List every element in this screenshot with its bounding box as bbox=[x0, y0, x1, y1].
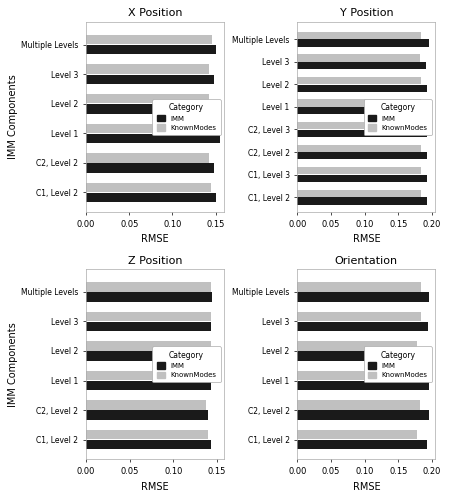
Bar bbox=[86, 45, 216, 54]
Bar bbox=[86, 134, 220, 143]
Bar bbox=[86, 64, 210, 74]
Bar bbox=[86, 94, 210, 104]
Bar bbox=[86, 400, 206, 410]
Title: Orientation: Orientation bbox=[335, 256, 398, 266]
Bar bbox=[297, 152, 427, 160]
Bar bbox=[297, 440, 427, 450]
Bar bbox=[86, 104, 214, 114]
Bar bbox=[297, 322, 428, 331]
Bar bbox=[86, 292, 212, 302]
Bar bbox=[86, 153, 210, 162]
Title: X Position: X Position bbox=[128, 8, 182, 18]
Bar bbox=[86, 35, 212, 44]
Bar bbox=[297, 410, 429, 420]
Bar bbox=[86, 352, 211, 360]
Y-axis label: IMM Components: IMM Components bbox=[9, 322, 18, 406]
Bar bbox=[297, 130, 427, 137]
Bar bbox=[86, 381, 211, 390]
Bar bbox=[86, 192, 216, 202]
Legend: IMM, KnownModes: IMM, KnownModes bbox=[153, 346, 221, 382]
Bar bbox=[297, 100, 421, 106]
Legend: IMM, KnownModes: IMM, KnownModes bbox=[364, 99, 432, 135]
Bar bbox=[297, 107, 430, 114]
Bar bbox=[297, 54, 420, 62]
Bar bbox=[297, 341, 417, 350]
Legend: IMM, KnownModes: IMM, KnownModes bbox=[153, 99, 221, 135]
Bar bbox=[297, 122, 419, 129]
Bar bbox=[297, 62, 426, 70]
Title: Z Position: Z Position bbox=[128, 256, 182, 266]
Bar bbox=[297, 312, 421, 321]
Bar bbox=[297, 167, 421, 174]
Bar bbox=[297, 198, 427, 204]
Bar bbox=[86, 430, 208, 440]
Bar bbox=[297, 84, 427, 92]
Bar bbox=[86, 322, 211, 331]
Bar bbox=[86, 312, 211, 321]
Bar bbox=[297, 144, 421, 152]
Bar bbox=[86, 371, 216, 380]
Bar bbox=[297, 430, 417, 440]
Bar bbox=[86, 341, 211, 350]
Bar bbox=[86, 182, 211, 192]
Bar bbox=[297, 32, 421, 39]
Bar bbox=[86, 282, 211, 292]
Y-axis label: IMM Components: IMM Components bbox=[9, 74, 18, 160]
Bar bbox=[297, 40, 429, 46]
Bar bbox=[297, 77, 421, 84]
Legend: IMM, KnownModes: IMM, KnownModes bbox=[364, 346, 432, 382]
Bar bbox=[86, 163, 214, 172]
Bar bbox=[297, 352, 425, 360]
X-axis label: RMSE: RMSE bbox=[141, 234, 169, 244]
Bar bbox=[297, 190, 421, 197]
Bar bbox=[86, 410, 208, 420]
X-axis label: RMSE: RMSE bbox=[141, 482, 169, 492]
Bar bbox=[86, 74, 214, 84]
X-axis label: RMSE: RMSE bbox=[352, 234, 380, 244]
Bar bbox=[297, 282, 421, 292]
Bar bbox=[297, 381, 429, 390]
Title: Y Position: Y Position bbox=[339, 8, 393, 18]
X-axis label: RMSE: RMSE bbox=[352, 482, 380, 492]
Bar bbox=[297, 175, 427, 182]
Bar bbox=[297, 292, 429, 302]
Bar bbox=[86, 440, 211, 450]
Bar bbox=[297, 400, 420, 410]
Bar bbox=[86, 124, 211, 133]
Bar bbox=[297, 371, 421, 380]
